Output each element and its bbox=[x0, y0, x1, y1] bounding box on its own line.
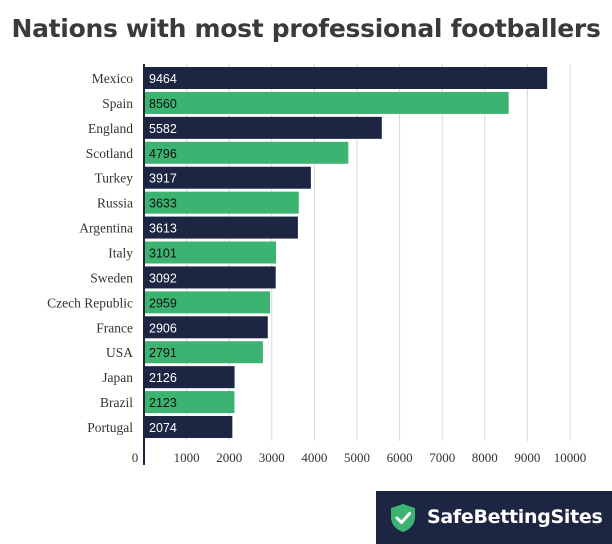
x-tick-label: 6000 bbox=[387, 450, 413, 465]
bar-value-labels: 9464 8560 5582 4796 3917 3633 3613 3101 3092 2959… bbox=[149, 72, 177, 435]
bar bbox=[144, 67, 548, 89]
bar bbox=[144, 166, 311, 189]
category-label: England bbox=[88, 121, 133, 136]
category-label: Argentina bbox=[79, 221, 133, 236]
x-tick-label: 4000 bbox=[301, 450, 327, 465]
bar-value-label: 8560 bbox=[149, 97, 177, 111]
x-tick-label: 1000 bbox=[174, 450, 200, 465]
x-tick-label: 5000 bbox=[344, 450, 370, 465]
brand-name: SafeBettingSites bbox=[427, 506, 603, 528]
bar bbox=[144, 366, 235, 389]
bar bbox=[144, 316, 268, 339]
bar-value-label: 2791 bbox=[149, 346, 177, 360]
x-tick-labels: 0 1000 2000 3000 4000 5000 6000 7000 8000 9000 100… bbox=[132, 450, 587, 465]
bar-value-label: 3613 bbox=[149, 222, 177, 236]
bar bbox=[144, 141, 349, 164]
bar bbox=[144, 341, 263, 364]
bar bbox=[144, 116, 382, 139]
category-label: France bbox=[96, 320, 133, 335]
x-tick-label: 2000 bbox=[216, 450, 242, 465]
bar-value-label: 2126 bbox=[149, 371, 177, 385]
bar-value-label: 3917 bbox=[149, 172, 177, 186]
bar-chart: 9464 8560 5582 4796 3917 3633 3613 3101 3092 2959… bbox=[47, 64, 587, 465]
x-tick-label: 7000 bbox=[429, 450, 455, 465]
chart-title: Nations with most professional footballe… bbox=[11, 14, 601, 43]
category-label: Scotland bbox=[86, 146, 133, 161]
bar-value-label: 3101 bbox=[149, 247, 177, 261]
bar bbox=[144, 266, 276, 289]
category-label: Portugal bbox=[87, 420, 133, 435]
bar-value-label: 2123 bbox=[149, 396, 177, 410]
category-label: Brazil bbox=[100, 395, 133, 410]
bar bbox=[144, 391, 235, 414]
bar bbox=[144, 216, 298, 239]
category-label: USA bbox=[106, 345, 133, 360]
bars bbox=[144, 67, 548, 439]
x-tick-label: 8000 bbox=[472, 450, 498, 465]
bar-value-label: 2074 bbox=[149, 421, 177, 435]
category-label: Czech Republic bbox=[47, 295, 133, 310]
x-tick-label: 3000 bbox=[259, 450, 285, 465]
bar-value-label: 2906 bbox=[149, 321, 177, 335]
category-label: Russia bbox=[97, 196, 133, 211]
bar-value-label: 3633 bbox=[149, 197, 177, 211]
bar bbox=[144, 91, 509, 114]
bar-value-label: 5582 bbox=[149, 122, 177, 136]
x-tick-label: 10000 bbox=[554, 450, 587, 465]
category-label: Italy bbox=[108, 246, 133, 261]
x-tick-label: 0 bbox=[132, 450, 139, 465]
category-label: Turkey bbox=[94, 171, 133, 186]
bar-value-label: 2959 bbox=[149, 296, 177, 310]
x-tick-label: 9000 bbox=[514, 450, 540, 465]
bar bbox=[144, 241, 277, 264]
brand-logo: SafeBettingSites bbox=[376, 491, 612, 544]
bar-value-label: 9464 bbox=[149, 72, 177, 86]
category-label: Mexico bbox=[92, 71, 133, 86]
bar bbox=[144, 291, 271, 314]
category-labels: Mexico Spain England Scotland Turkey Russia Ar… bbox=[47, 71, 133, 435]
bar bbox=[144, 416, 233, 439]
bar bbox=[144, 191, 299, 214]
bar-value-label: 4796 bbox=[149, 147, 177, 161]
shield-check-icon bbox=[391, 504, 415, 532]
category-label: Japan bbox=[102, 370, 133, 385]
category-label: Sweden bbox=[90, 270, 133, 285]
bar-value-label: 3092 bbox=[149, 271, 177, 285]
category-label: Spain bbox=[102, 96, 133, 111]
